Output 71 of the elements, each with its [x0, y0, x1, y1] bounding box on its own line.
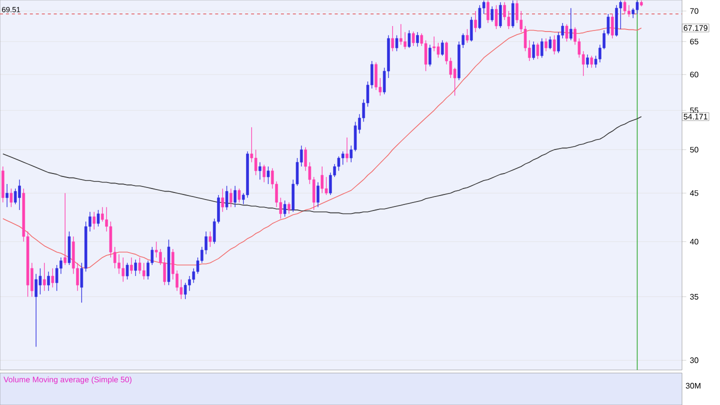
candlestick	[283, 200, 286, 218]
candlestick	[478, 4, 482, 30]
candlestick	[416, 32, 419, 48]
candlestick	[130, 257, 133, 274]
candlestick	[466, 28, 469, 44]
candlestick	[570, 8, 572, 41]
candlestick	[412, 31, 415, 46]
candlestick	[14, 188, 17, 205]
candlestick	[122, 257, 125, 282]
candlestick	[346, 137, 348, 163]
candlestick	[234, 186, 236, 208]
candlestick	[623, 0, 626, 14]
candlestick	[636, 0, 639, 14]
candlestick	[188, 276, 191, 292]
candlestick	[92, 212, 96, 230]
candlestick	[610, 14, 614, 39]
candlestick	[499, 2, 502, 28]
candlestick	[440, 40, 444, 56]
candlestick	[51, 268, 54, 288]
candlestick	[548, 36, 552, 50]
candlestick	[254, 149, 258, 176]
candlestick	[10, 188, 13, 208]
candlestick	[208, 231, 212, 248]
candlestick	[320, 166, 324, 194]
candlestick	[316, 182, 320, 208]
candlestick	[266, 166, 270, 184]
candlestick	[337, 156, 340, 172]
candlestick	[474, 10, 477, 33]
candlestick	[238, 188, 241, 203]
candlestick	[436, 42, 440, 58]
candlestick	[341, 150, 344, 166]
candlestick	[552, 34, 556, 55]
candlestick	[64, 192, 66, 266]
candlestick	[230, 188, 232, 208]
candlestick	[288, 202, 290, 214]
candlestick	[565, 24, 568, 42]
candlestick	[400, 24, 402, 46]
candlestick	[324, 176, 328, 196]
candlestick	[494, 4, 498, 30]
candlestick	[138, 257, 142, 274]
candlestick	[590, 55, 594, 68]
candlestick	[38, 268, 42, 295]
candlestick	[536, 42, 540, 60]
candlestick	[395, 34, 398, 52]
candlestick	[532, 41, 535, 60]
candlestick	[490, 6, 494, 22]
candlestick	[262, 164, 266, 183]
candlestick	[586, 54, 589, 68]
candlestick	[221, 188, 224, 212]
candlestick	[540, 38, 544, 58]
candlestick	[118, 254, 120, 274]
candlestick	[184, 282, 187, 300]
candlestick	[142, 262, 146, 280]
candlestick	[225, 186, 228, 210]
candlestick	[18, 179, 21, 210]
candlestick	[511, 0, 514, 28]
candlestick	[126, 262, 129, 280]
candlestick	[55, 264, 58, 292]
candlestick	[428, 44, 432, 67]
candlestick	[96, 210, 100, 227]
candlestick	[47, 271, 50, 292]
candlestick	[134, 259, 137, 276]
candlestick	[544, 38, 548, 52]
candlestick	[408, 30, 411, 48]
candlestick	[42, 262, 46, 292]
candlestick	[258, 162, 262, 180]
candlestick	[391, 26, 394, 52]
candlestick	[486, 0, 490, 24]
candlestick	[470, 16, 473, 42]
candlestick	[404, 32, 406, 50]
candlestick	[6, 184, 8, 208]
